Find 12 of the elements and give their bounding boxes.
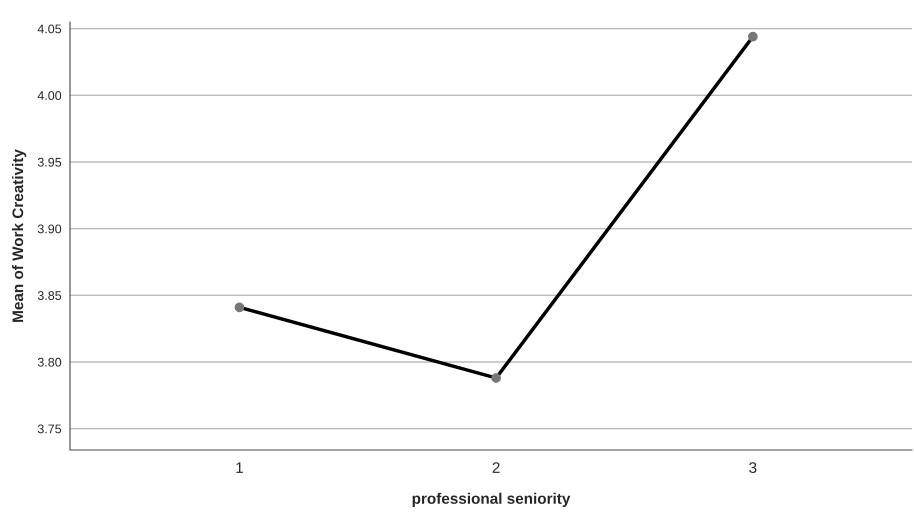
x-axis-title: professional seniority <box>412 492 570 507</box>
y-tick-label: 3.95 <box>38 158 62 167</box>
y-tick-label: 4.05 <box>38 24 62 34</box>
y-axis-title: Mean of Work Creativity <box>12 149 26 322</box>
y-tick-label: 4.00 <box>38 91 62 100</box>
y-tick-label: 3.85 <box>38 291 62 300</box>
y-tick-label: 3.75 <box>38 424 62 434</box>
x-tick-label: 1 <box>236 462 243 473</box>
y-tick-label: 3.80 <box>38 358 62 367</box>
y-tick-label: 3.90 <box>38 224 62 234</box>
x-tick-label: 2 <box>492 462 500 473</box>
x-tick-label: 3 <box>749 462 756 474</box>
